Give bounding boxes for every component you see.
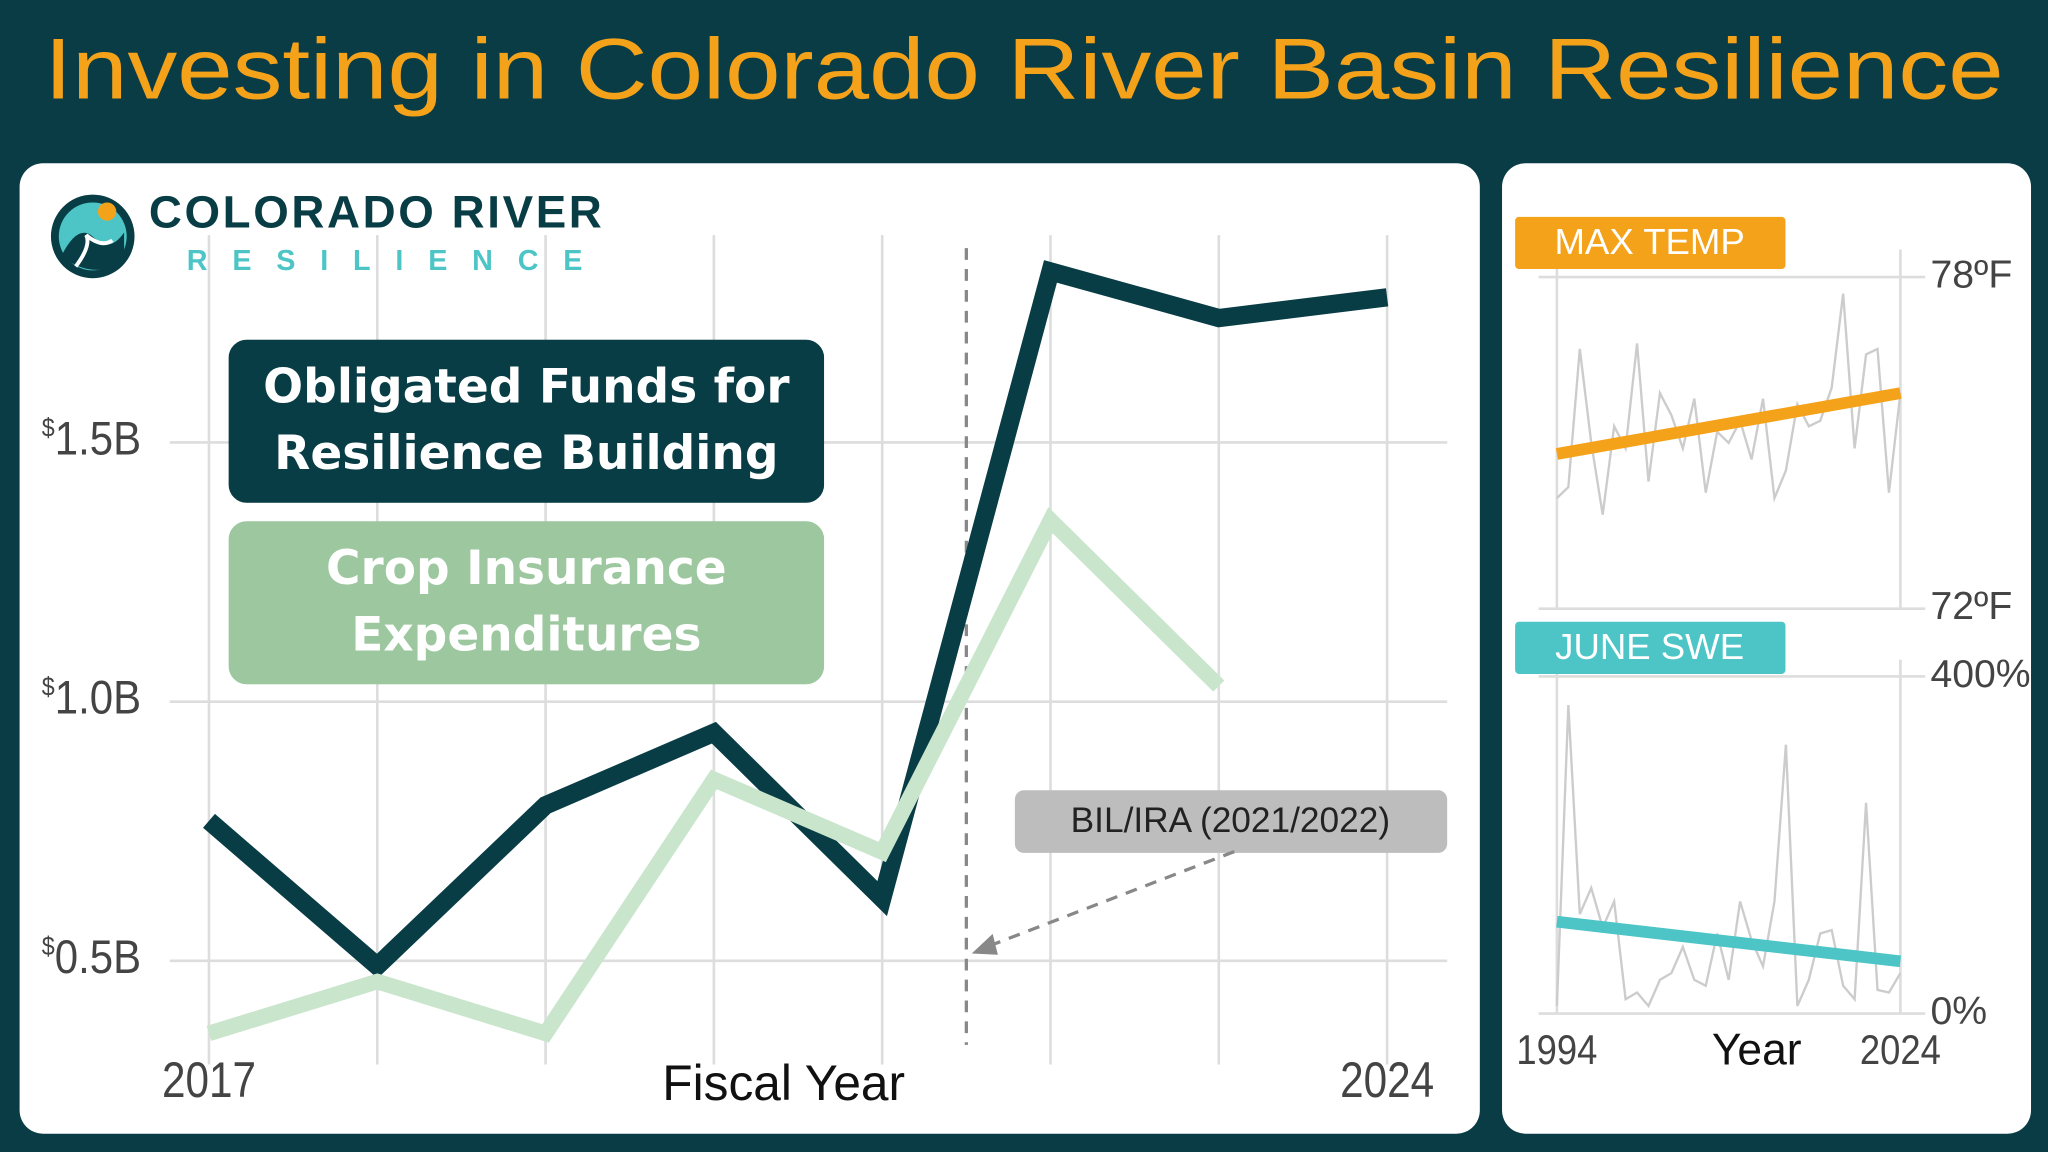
logo-mountain bbox=[61, 232, 125, 270]
page-title: Investing in Colorado River Basin Resili… bbox=[44, 22, 2003, 118]
logo-sun bbox=[97, 202, 117, 221]
y-tick-label: $1.0B bbox=[42, 671, 141, 724]
y-tick-label: 400% bbox=[1930, 653, 2030, 696]
y-tick-label: $0.5B bbox=[42, 930, 141, 983]
series-line bbox=[1555, 705, 1902, 1009]
series-tag-label: JUNE SWE bbox=[1555, 626, 1744, 667]
logo-river bbox=[74, 233, 114, 268]
logo-name: COLORADO RIVER bbox=[149, 187, 605, 238]
arrow-head bbox=[971, 933, 998, 955]
x-tick-label: 2024 bbox=[1860, 1026, 1941, 1073]
trend-line bbox=[1556, 915, 1902, 968]
legend-item: Crop Insurance Expenditures bbox=[228, 521, 825, 685]
legend-item: Obligated Funds for Resilience Building bbox=[228, 339, 825, 503]
x-tick-label: 1994 bbox=[1516, 1026, 1597, 1073]
y-tick-label: 72ºF bbox=[1930, 585, 2012, 628]
y-tick-label: $1.5B bbox=[42, 412, 141, 465]
annotation-text: BIL/IRA (2021/2022) bbox=[1071, 801, 1390, 840]
x-tick-label: 2017 bbox=[162, 1052, 256, 1108]
annotation-box bbox=[1014, 790, 1448, 853]
series-tag bbox=[1515, 216, 1786, 270]
y-tick-label: 0% bbox=[1930, 990, 1987, 1033]
x-axis-label: Fiscal Year bbox=[662, 1055, 905, 1111]
series-tag bbox=[1515, 621, 1786, 674]
legend-label: Obligated Funds for Resilience Building bbox=[228, 339, 825, 503]
annotation-arrow bbox=[989, 850, 1235, 948]
logo-tagline: RESILIENCE bbox=[187, 245, 608, 277]
x-axis-label: Year bbox=[1712, 1025, 1802, 1074]
trend-line bbox=[1555, 387, 1902, 460]
legend-label: Crop Insurance Expenditures bbox=[228, 521, 825, 685]
logo: COLORADO RIVER RESILIENCE bbox=[50, 187, 608, 279]
x-tick-label: 2024 bbox=[1340, 1052, 1434, 1108]
series-line bbox=[1556, 293, 1902, 515]
series-tag-label: MAX TEMP bbox=[1554, 221, 1744, 262]
side-charts: 72ºF 78ºF MAX TEMP 0% 400% JUNE SWE 1994 2024 Ye… bbox=[1515, 216, 2031, 1074]
main-chart: $0.5B $1.0B $1.5B 2017 2024 Fiscal Year Obliga… bbox=[42, 235, 1448, 1111]
series-line bbox=[206, 507, 1225, 1043]
y-tick-label: 78ºF bbox=[1930, 253, 2012, 296]
